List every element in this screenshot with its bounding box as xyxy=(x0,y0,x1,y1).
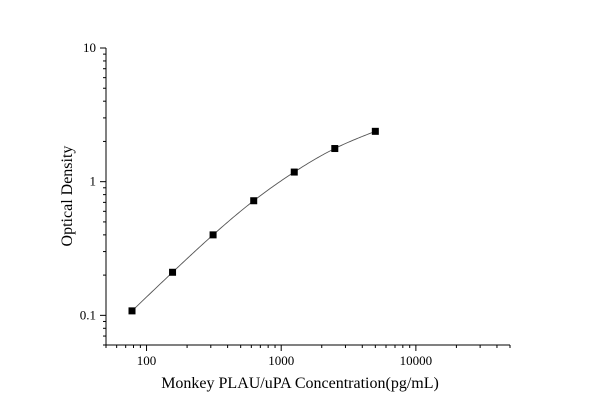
y-tick-label: 10 xyxy=(83,40,96,55)
data-point xyxy=(290,168,298,176)
axes xyxy=(105,48,510,346)
data-point xyxy=(209,231,217,239)
y-tick-label: 1 xyxy=(90,174,97,189)
y-axis-title: Optical Density xyxy=(59,146,76,247)
data-point xyxy=(250,197,258,205)
x-axis-title: Monkey PLAU/uPA Concentration(pg/mL) xyxy=(161,375,439,392)
ticks: 100 1000 10000 0.1 1 10 xyxy=(80,40,511,368)
data-points xyxy=(128,127,379,315)
data-point xyxy=(331,145,339,153)
x-tick-label: 1000 xyxy=(268,353,294,368)
x-tick-label: 100 xyxy=(137,353,157,368)
data-point xyxy=(371,127,379,135)
data-point xyxy=(169,268,177,276)
fit-curve xyxy=(131,130,376,312)
x-tick-label: 10000 xyxy=(400,353,433,368)
y-tick-label: 0.1 xyxy=(80,307,96,322)
data-point xyxy=(128,307,136,315)
